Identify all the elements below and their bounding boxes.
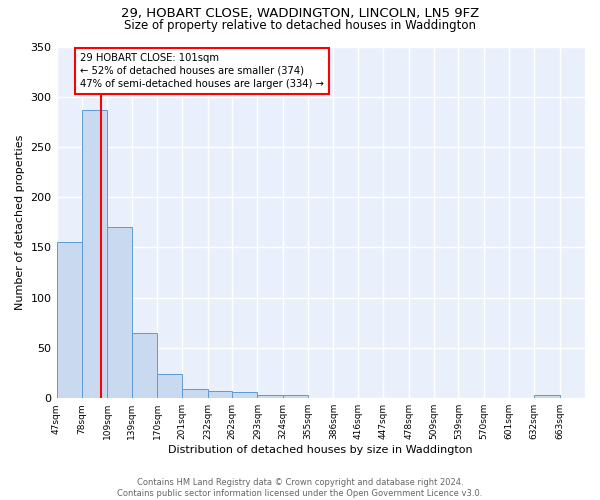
Bar bbox=[131, 333, 157, 398]
Bar bbox=[182, 389, 208, 398]
Y-axis label: Number of detached properties: Number of detached properties bbox=[15, 134, 25, 310]
Bar bbox=[107, 228, 131, 398]
Bar bbox=[56, 242, 82, 398]
Text: Contains HM Land Registry data © Crown copyright and database right 2024.
Contai: Contains HM Land Registry data © Crown c… bbox=[118, 478, 482, 498]
Bar bbox=[82, 110, 107, 398]
Text: Size of property relative to detached houses in Waddington: Size of property relative to detached ho… bbox=[124, 18, 476, 32]
Bar bbox=[208, 391, 232, 398]
Text: 29, HOBART CLOSE, WADDINGTON, LINCOLN, LN5 9FZ: 29, HOBART CLOSE, WADDINGTON, LINCOLN, L… bbox=[121, 8, 479, 20]
Bar bbox=[232, 392, 257, 398]
Bar bbox=[283, 395, 308, 398]
Bar bbox=[535, 395, 560, 398]
Text: 29 HOBART CLOSE: 101sqm
← 52% of detached houses are smaller (374)
47% of semi-d: 29 HOBART CLOSE: 101sqm ← 52% of detache… bbox=[80, 52, 324, 89]
X-axis label: Distribution of detached houses by size in Waddington: Distribution of detached houses by size … bbox=[169, 445, 473, 455]
Bar bbox=[257, 395, 283, 398]
Bar bbox=[157, 374, 182, 398]
